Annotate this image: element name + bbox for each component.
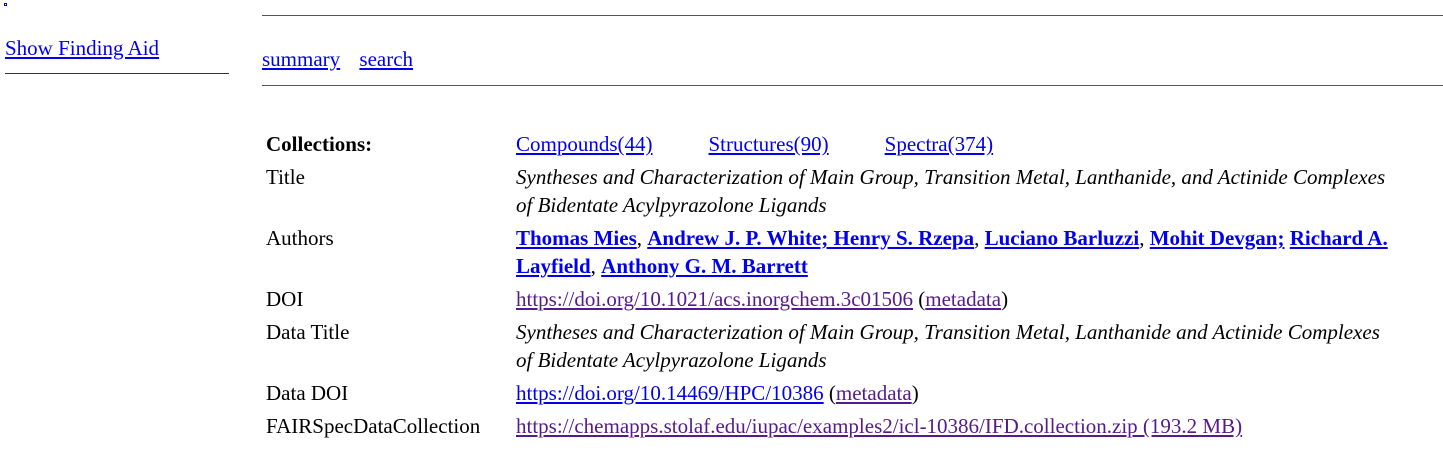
spectra-link[interactable]: Spectra(374) bbox=[884, 132, 994, 156]
author-separator: , bbox=[636, 226, 648, 250]
collections-row: Collections: Compounds(44) Structures(90)… bbox=[264, 129, 1398, 162]
doi-metadata-link[interactable]: metadata bbox=[925, 287, 1002, 311]
compounds-link[interactable]: Compounds(44) bbox=[516, 132, 653, 156]
authors-list: Thomas Mies, Andrew J. P. White; Henry S… bbox=[514, 223, 1398, 284]
data-doi-label: Data DOI bbox=[266, 381, 349, 405]
data-title-row: Data Title Syntheses and Characterizatio… bbox=[264, 317, 1398, 378]
sidebar-divider bbox=[5, 73, 229, 74]
nav-divider bbox=[262, 85, 1443, 86]
author-separator: , bbox=[974, 226, 985, 250]
fair-collection-row: FAIRSpecDataCollection https://chemapps.… bbox=[264, 411, 1398, 444]
structures-link[interactable]: Structures(90) bbox=[708, 132, 829, 156]
data-doi-link[interactable]: https://doi.org/10.14469/HPC/10386 bbox=[516, 381, 824, 405]
summary-link[interactable]: summary bbox=[262, 47, 341, 71]
show-finding-aid-link[interactable]: Show Finding Aid bbox=[5, 36, 160, 60]
author-separator: , bbox=[1139, 226, 1150, 250]
doi-row: DOI https://doi.org/10.1021/acs.inorgche… bbox=[264, 284, 1398, 317]
collections-label: Collections: bbox=[266, 132, 373, 156]
author-link[interactable]: Anthony G. M. Barrett bbox=[601, 254, 808, 278]
fair-collection-label: FAIRSpecDataCollection bbox=[266, 414, 481, 438]
author-separator: , bbox=[590, 254, 602, 278]
title-label: Title bbox=[266, 165, 305, 189]
data-doi-metadata-link[interactable]: metadata bbox=[835, 381, 912, 405]
collections-links: Compounds(44) Structures(90) Spectra(374) bbox=[514, 129, 1398, 162]
nav-links: summary search bbox=[262, 45, 427, 73]
corner-marker-icon bbox=[4, 3, 7, 6]
data-doi-value: https://doi.org/10.14469/HPC/10386 (meta… bbox=[516, 381, 919, 405]
author-link[interactable]: Andrew J. P. White; Henry S. Rzepa bbox=[647, 226, 975, 250]
sidebar: Show Finding Aid bbox=[5, 34, 229, 62]
doi-label: DOI bbox=[266, 287, 304, 311]
doi-value: https://doi.org/10.1021/acs.inorgchem.3c… bbox=[516, 287, 1009, 311]
author-link[interactable]: Luciano Barluzzi bbox=[984, 226, 1140, 250]
authors-row: Authors Thomas Mies, Andrew J. P. White;… bbox=[264, 223, 1398, 284]
author-link[interactable]: Mohit Devgan; bbox=[1149, 226, 1285, 250]
top-divider bbox=[262, 15, 1443, 16]
collection-info-table: Collections: Compounds(44) Structures(90)… bbox=[264, 129, 1398, 444]
author-link[interactable]: Richard A. Layfield bbox=[516, 226, 1388, 278]
authors-label: Authors bbox=[266, 226, 334, 250]
doi-link[interactable]: https://doi.org/10.1021/acs.inorgchem.3c… bbox=[516, 287, 914, 311]
search-link[interactable]: search bbox=[359, 47, 414, 71]
data-title-label: Data Title bbox=[266, 320, 350, 344]
author-link[interactable]: Thomas Mies bbox=[516, 226, 637, 250]
fair-collection-link[interactable]: https://chemapps.stolaf.edu/iupac/exampl… bbox=[516, 414, 1243, 438]
data-title-value: Syntheses and Characterization of Main G… bbox=[516, 320, 1380, 372]
data-doi-row: Data DOI https://doi.org/10.14469/HPC/10… bbox=[264, 378, 1398, 411]
fair-collection-value: https://chemapps.stolaf.edu/iupac/exampl… bbox=[514, 411, 1398, 444]
title-value: Syntheses and Characterization of Main G… bbox=[516, 165, 1386, 217]
title-row: Title Syntheses and Characterization of … bbox=[264, 162, 1398, 223]
